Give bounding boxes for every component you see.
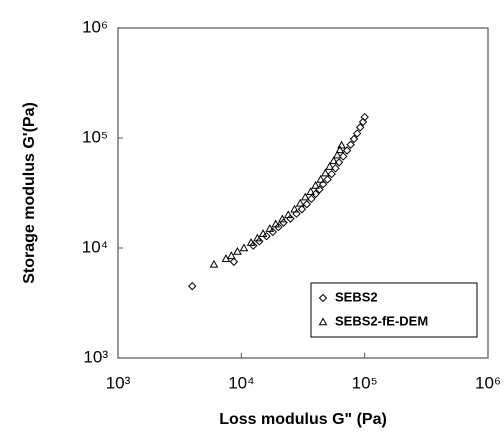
point xyxy=(307,194,316,204)
point xyxy=(346,140,355,149)
legend-label: SEBS2-fE-DEM xyxy=(335,313,428,328)
point xyxy=(262,231,271,241)
point xyxy=(249,241,258,250)
point xyxy=(334,158,344,167)
point xyxy=(229,257,239,266)
point xyxy=(265,224,275,232)
y-tick-label: 10⁴ xyxy=(82,237,108,256)
point xyxy=(355,123,365,132)
x-tick-label: 10⁶ xyxy=(475,373,501,392)
point xyxy=(353,129,362,138)
point xyxy=(302,200,312,209)
point xyxy=(283,210,293,219)
x-tick-label: 10⁵ xyxy=(352,373,378,392)
point xyxy=(258,229,268,237)
point xyxy=(339,152,348,161)
point xyxy=(306,187,316,195)
point xyxy=(274,222,283,232)
point xyxy=(318,180,328,189)
point xyxy=(331,164,340,173)
point xyxy=(358,117,368,127)
y-axis-label: Storage modulus G'(Pa) xyxy=(21,102,38,284)
plot-frame xyxy=(117,27,489,359)
y-tick-label: 10⁶ xyxy=(82,17,108,36)
point xyxy=(325,162,334,170)
point xyxy=(360,112,369,122)
point xyxy=(327,169,336,179)
point xyxy=(188,281,197,291)
point xyxy=(323,175,332,184)
point xyxy=(342,146,352,155)
legend-marker xyxy=(318,317,328,326)
point xyxy=(321,168,330,177)
x-axis-label: Loss modulus G" (Pa) xyxy=(219,411,387,428)
point xyxy=(295,198,305,207)
point xyxy=(239,243,249,252)
y-tick-label: 10³ xyxy=(83,347,108,366)
x-tick-label: 10⁴ xyxy=(228,373,254,392)
point xyxy=(209,259,219,268)
point xyxy=(337,140,346,149)
y-tick-label: 10⁵ xyxy=(82,127,108,146)
point xyxy=(279,218,288,227)
point xyxy=(227,251,236,260)
point xyxy=(253,233,262,242)
point xyxy=(277,214,287,223)
point xyxy=(329,156,338,165)
point xyxy=(290,204,299,213)
legend-box xyxy=(310,282,478,338)
point xyxy=(297,205,307,214)
point xyxy=(268,227,278,237)
point xyxy=(311,180,320,189)
point xyxy=(255,237,264,246)
point xyxy=(246,238,256,246)
legend-marker xyxy=(318,293,328,303)
point xyxy=(316,174,326,183)
legend-label: SEBS2 xyxy=(335,289,378,304)
point xyxy=(292,209,301,218)
point xyxy=(271,219,281,228)
point xyxy=(233,246,242,255)
point xyxy=(300,192,310,201)
x-tick-label: 10³ xyxy=(106,373,131,392)
point xyxy=(332,150,342,159)
point xyxy=(349,134,359,144)
point xyxy=(335,145,345,154)
